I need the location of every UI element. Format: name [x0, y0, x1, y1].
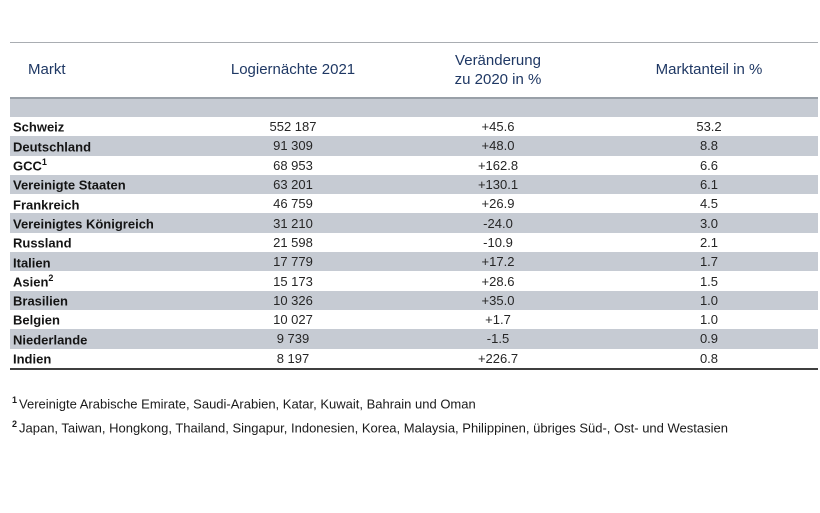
market-name-cell: Brasilien	[13, 293, 68, 309]
table-spacer-band	[10, 99, 818, 117]
market-name-cell: Deutschland	[13, 139, 92, 155]
share-value-cell: 3.0	[699, 215, 719, 231]
market-name-cell: Vereinigtes Königreich	[13, 216, 154, 232]
table-body: Schweiz 552 187 +45.6 53.2 Deutschland 9…	[10, 117, 818, 370]
market-name-cell: Vereinigte Staaten	[13, 177, 126, 193]
table-row: Niederlande 9 739 -1.5 0.9	[10, 329, 818, 349]
footnotes: 1 Vereinigte Arabische Emirate, Saudi-Ara…	[12, 390, 728, 439]
change-value-cell: +48.0	[481, 138, 515, 154]
share-value-cell: 53.2	[696, 119, 722, 135]
footnote-text: Japan, Taiwan, Hongkong, Thailand, Singa…	[19, 420, 728, 436]
nights-value-cell: 9 739	[276, 331, 310, 347]
nights-value-cell: 552 187	[269, 119, 317, 135]
change-value-cell: +35.0	[481, 292, 515, 308]
share-value-cell: 1.0	[699, 292, 719, 308]
nights-value-cell: 21 598	[273, 234, 313, 250]
change-value-cell: +1.7	[485, 312, 511, 328]
change-value-cell: +28.6	[481, 273, 515, 289]
column-header-nights: Logiernächte 2021	[230, 61, 356, 79]
nights-value-cell: 63 201	[273, 177, 313, 193]
market-name-cell: Asien2	[13, 272, 54, 290]
nights-value-cell: 31 210	[273, 215, 313, 231]
change-value-cell: +17.2	[481, 254, 515, 270]
change-value-cell: -10.9	[483, 234, 513, 250]
nights-value-cell: 17 779	[273, 254, 313, 270]
footnote: 2 Japan, Taiwan, Hongkong, Thailand, Sing…	[12, 414, 728, 438]
nights-value-cell: 10 027	[273, 312, 313, 328]
footnote-marker: 1	[12, 395, 18, 405]
change-value-cell: +45.6	[481, 119, 515, 135]
nights-value-cell: 8 197	[276, 350, 310, 366]
column-header-change: Veränderung zu 2020 in %	[396, 51, 600, 90]
share-value-cell: 8.8	[699, 138, 719, 154]
nights-value-cell: 91 309	[273, 138, 313, 154]
share-value-cell: 4.5	[699, 196, 719, 212]
share-value-cell: 0.8	[699, 350, 719, 366]
change-value-cell: +26.9	[481, 196, 515, 212]
table-row: Vereinigtes Königreich 31 210 -24.0 3.0	[10, 213, 818, 233]
table-row: Frankreich 46 759 +26.9 4.5	[10, 194, 818, 213]
nights-value-cell: 46 759	[273, 196, 313, 212]
table-row: Russland 21 598 -10.9 2.1	[10, 233, 818, 252]
footnote-marker: 2	[12, 419, 18, 430]
table-row: Schweiz 552 187 +45.6 53.2	[10, 117, 818, 136]
table-row: Asien2 15 173 +28.6 1.5	[10, 271, 818, 290]
table-row: GCC1 68 953 +162.8 6.6	[10, 156, 818, 175]
change-value-cell: -1.5	[486, 331, 510, 347]
nights-value-cell: 68 953	[273, 157, 313, 173]
table-row: Vereinigte Staaten 63 201 +130.1 6.1	[10, 174, 818, 195]
market-name-cell: Niederlande	[13, 332, 88, 348]
table-header-row: Markt Logiernächte 2021 Veränderung zu 2…	[10, 43, 818, 99]
market-name-cell: GCC1	[13, 157, 47, 174]
market-name-cell: Italien	[13, 254, 51, 270]
share-value-cell: 2.1	[699, 234, 719, 250]
footnote: 1 Vereinigte Arabische Emirate, Saudi-Ara…	[12, 390, 728, 414]
share-value-cell: 1.0	[699, 312, 719, 328]
table-row: Italien 17 779 +17.2 1.7	[10, 252, 818, 272]
share-value-cell: 6.6	[699, 157, 719, 173]
share-value-cell: 6.1	[699, 177, 719, 193]
table-row: Deutschland 91 309 +48.0 8.8	[10, 136, 818, 156]
market-name-cell: Belgien	[13, 312, 60, 328]
change-value-cell: +162.8	[477, 157, 519, 173]
change-value-cell: +130.1	[477, 177, 519, 193]
share-value-cell: 1.7	[699, 254, 719, 270]
market-name-cell: Frankreich	[13, 197, 80, 212]
market-name-cell: Schweiz	[13, 119, 65, 135]
market-name-cell: Russland	[13, 235, 72, 251]
table-row: Belgien 10 027 +1.7 1.0	[10, 310, 818, 329]
change-value-cell: +226.7	[477, 350, 519, 366]
share-value-cell: 1.5	[699, 273, 719, 289]
market-name-cell: Indien	[13, 351, 52, 367]
footnote-text: Vereinigte Arabische Emirate, Saudi-Arab…	[19, 396, 476, 412]
column-header-share: Marktanteil in %	[655, 61, 763, 79]
table-row: Indien 8 197 +226.7 0.8	[10, 349, 818, 368]
table-row: Brasilien 10 326 +35.0 1.0	[10, 290, 818, 310]
column-header-change-line1: Veränderung	[455, 51, 541, 69]
nights-value-cell: 10 326	[273, 292, 313, 308]
column-header-change-line2: zu 2020 in %	[454, 71, 542, 88]
share-value-cell: 0.9	[699, 331, 719, 347]
overnight-stays-table: Markt Logiernächte 2021 Veränderung zu 2…	[10, 42, 818, 370]
change-value-cell: -24.0	[483, 215, 513, 231]
column-header-market: Markt	[28, 61, 66, 79]
nights-value-cell: 15 173	[273, 273, 313, 289]
